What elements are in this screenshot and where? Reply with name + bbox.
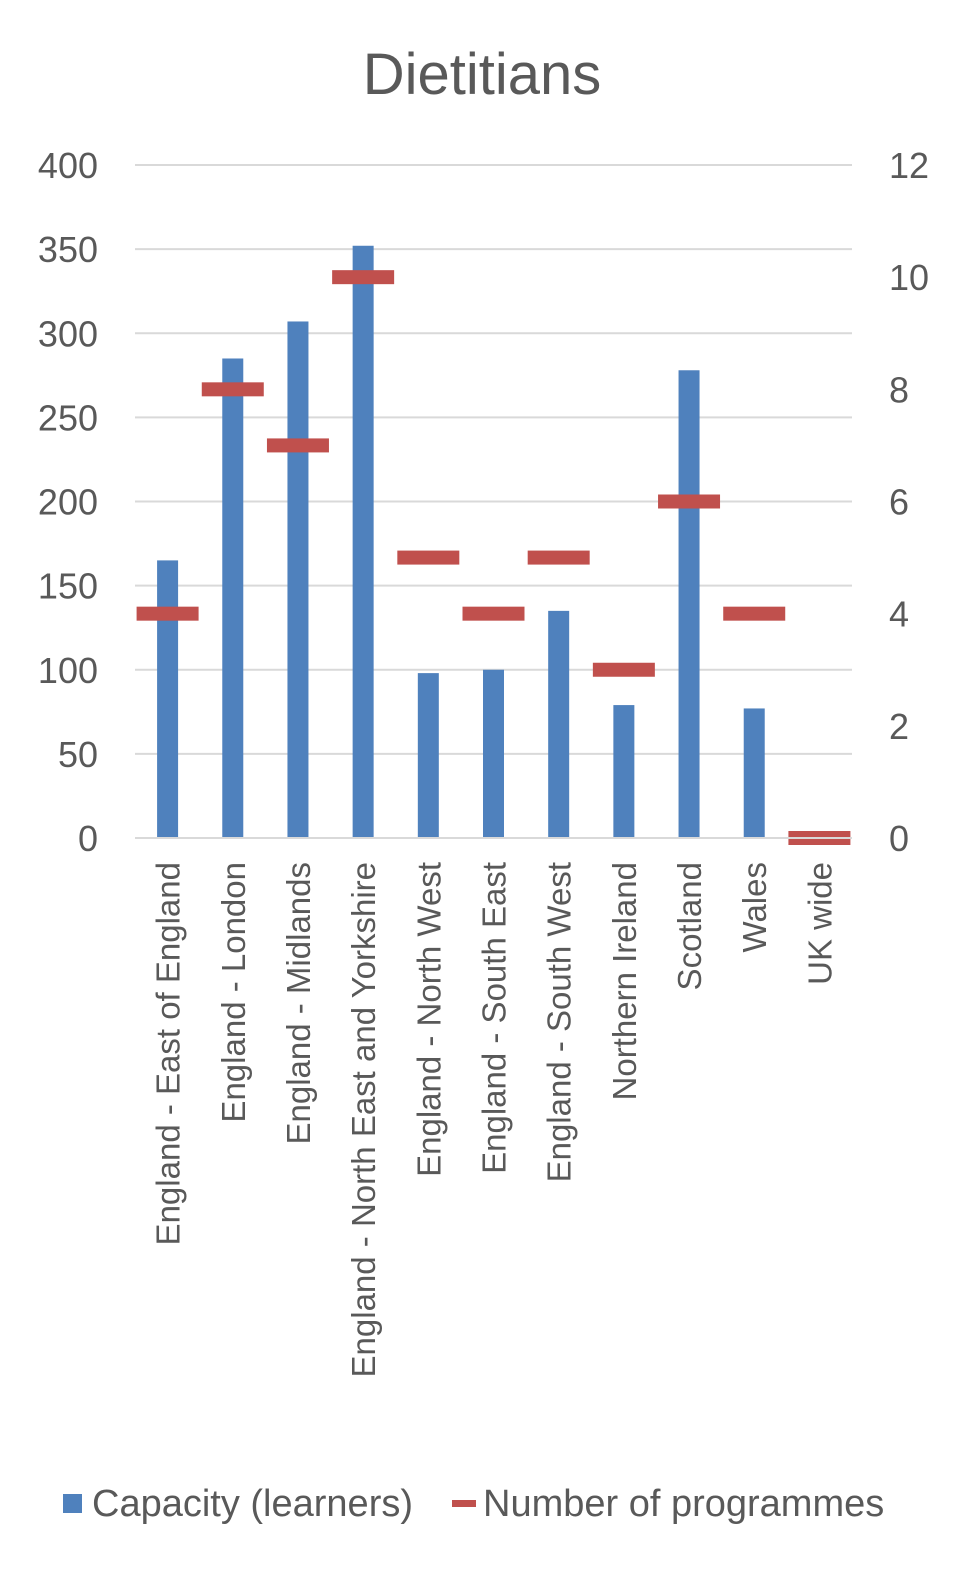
legend-swatch-programmes [452,1500,476,1507]
bar [417,673,439,838]
programme-marker [201,382,264,397]
right-tick-label: 6 [889,482,909,523]
left-tick-label: 300 [38,313,98,354]
left-tick-label: 200 [38,482,98,523]
bar [613,705,635,838]
x-tick-label: Northern Ireland [606,862,643,1100]
programme-marker [723,606,786,621]
x-tick-label: UK wide [801,862,838,985]
left-tick-label: 400 [38,145,98,186]
x-tick-label: England - East of England [150,862,187,1245]
marker-series [136,270,851,845]
bar [678,370,700,838]
programme-marker [266,438,329,453]
bar [483,669,504,838]
bar [287,321,309,838]
left-tick-label: 250 [38,397,98,438]
x-tick-label: Scotland [671,862,708,990]
legend-label-capacity: Capacity (learners) [92,1483,413,1525]
legend-label-programmes: Number of programmes [483,1483,884,1525]
programme-marker [527,550,590,565]
programme-marker [397,550,460,565]
x-tick-label: England - South East [476,862,513,1174]
programme-marker [136,606,199,621]
legend: Capacity (learners) Number of programmes [63,1483,884,1525]
gridlines [135,164,852,755]
right-tick-label: 4 [889,594,909,635]
left-axis: 0 50 100 150 200 250 300 350 400 [38,145,98,859]
x-tick-label: England - Midlands [280,862,317,1145]
bar-series [157,245,765,838]
right-tick-label: 8 [889,369,909,410]
x-tick-label: England - South West [541,862,578,1182]
left-tick-label: 350 [38,229,98,270]
programme-marker [658,494,721,509]
right-tick-label: 2 [889,706,909,747]
programme-marker [332,270,395,285]
bar [743,708,765,838]
x-tick-label: England - North West [410,862,447,1177]
right-axis: 0 2 4 6 8 10 12 [889,145,929,859]
bar [548,610,570,838]
legend-swatch-capacity [63,1494,82,1513]
right-tick-label: 0 [889,818,909,859]
programme-marker [462,606,525,621]
x-tick-label: England - London [215,862,252,1123]
chart-title: Dietitians [363,42,602,107]
left-tick-label: 100 [38,650,98,691]
x-axis-labels: England - East of England England - Londo… [150,862,839,1377]
programme-marker [592,662,655,677]
bar [352,245,374,838]
bar [157,560,179,838]
right-tick-label: 10 [889,257,929,298]
right-tick-label: 12 [889,145,929,186]
x-tick-label: England - North East and Yorkshire [345,862,382,1377]
bar [222,358,244,838]
left-tick-label: 0 [78,818,98,859]
x-tick-label: Wales [736,862,773,952]
left-tick-label: 50 [58,734,98,775]
left-tick-label: 150 [38,566,98,607]
